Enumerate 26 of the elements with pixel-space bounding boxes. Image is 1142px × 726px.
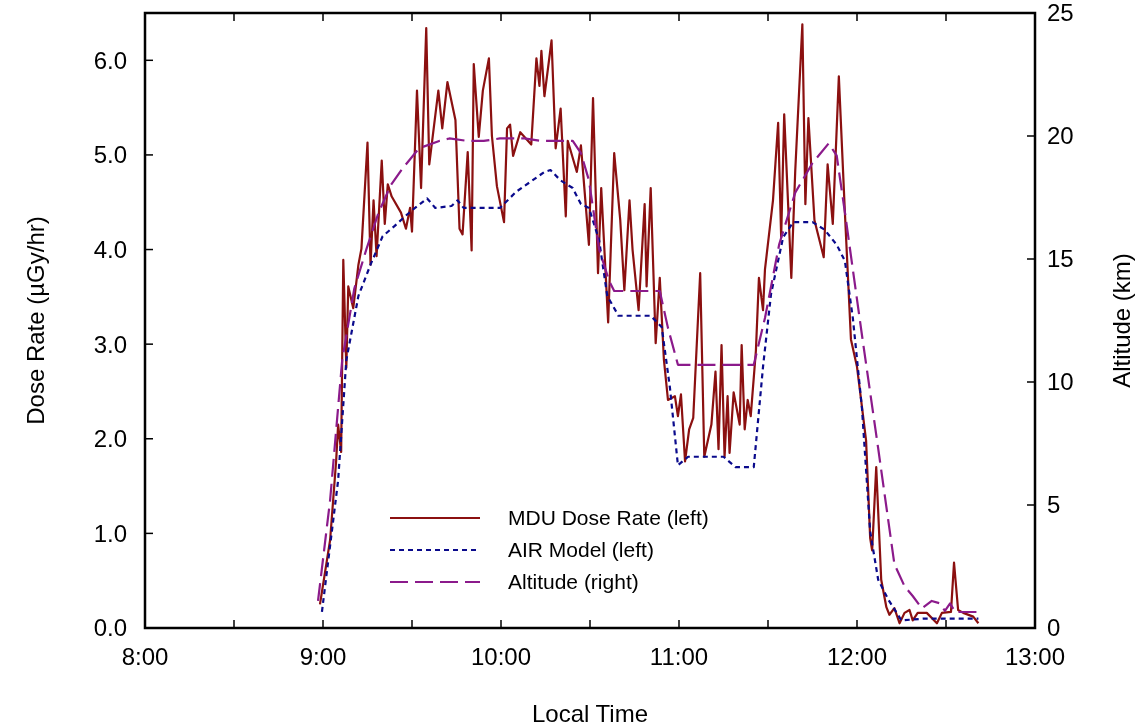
y2-tick-label: 25 <box>1047 0 1074 27</box>
y-axis-title: Dose Rate (µGy/hr) <box>22 216 49 425</box>
y-tick-label: 3.0 <box>93 330 127 358</box>
y2-tick-label: 15 <box>1047 245 1074 273</box>
legend-label: AIR Model (left) <box>508 538 654 562</box>
y2-tick-label: 10 <box>1047 368 1074 396</box>
y2-axis-title: Altitude (km) <box>1108 253 1135 388</box>
x-tick-label: 13:00 <box>1004 643 1066 670</box>
y2-tick-label: 5 <box>1047 491 1061 519</box>
y-tick-label: 4.0 <box>93 235 127 263</box>
legend-label: MDU Dose Rate (left) <box>508 506 709 530</box>
legend-label: Altitude (right) <box>508 570 639 594</box>
x-tick-label: 9:00 <box>299 643 347 670</box>
y-tick-label: 2.0 <box>93 425 127 453</box>
y2-tick-label: 20 <box>1047 122 1074 150</box>
y-tick-label: 0.0 <box>93 614 127 642</box>
y-tick-label: 1.0 <box>93 519 127 547</box>
x-tick-label: 12:00 <box>826 643 888 670</box>
x-tick-label: 10:00 <box>470 643 532 670</box>
x-tick-label: 11:00 <box>649 643 709 670</box>
line-series <box>318 23 980 625</box>
y-tick-label: 5.0 <box>93 141 127 169</box>
y2-tick-label: 0 <box>1047 614 1061 642</box>
x-tick-label: 8:00 <box>121 643 169 670</box>
x-axis-title: Local Time <box>531 700 649 726</box>
y-tick-label: 6.0 <box>93 46 127 74</box>
